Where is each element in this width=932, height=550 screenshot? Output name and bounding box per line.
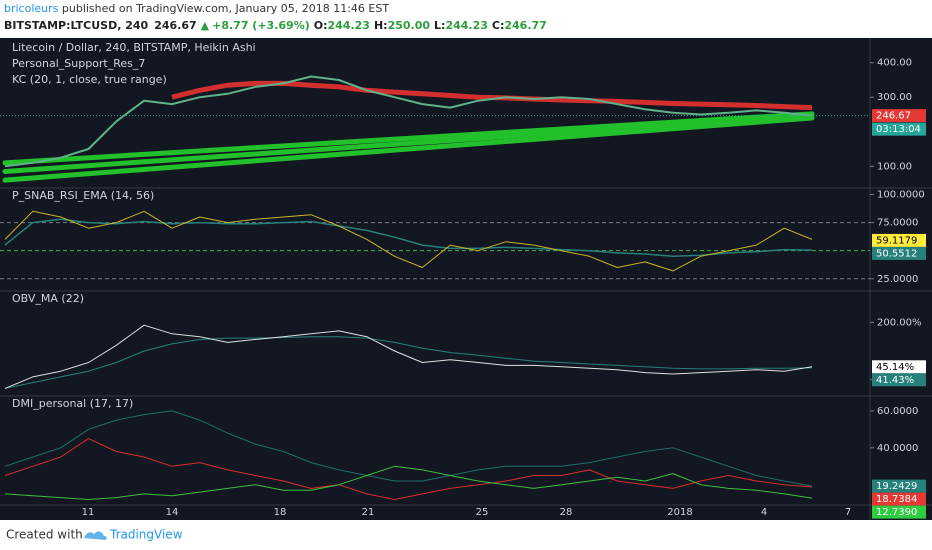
last: 246.67 (154, 19, 196, 32)
symbol: BITSTAMP:LTCUSD, 240 (4, 19, 149, 32)
pane-legend: Litecoin / Dollar, 240, BITSTAMP, Heikin… (12, 41, 256, 54)
series-line (4, 336, 813, 389)
y-tick-label: 60.0000 (877, 406, 918, 417)
y-tick-label: 25.0000 (877, 274, 918, 285)
price-tag-label: 19.2429 (876, 481, 917, 492)
price-tag (872, 505, 926, 519)
price-tag-label: 59.1179 (876, 235, 917, 246)
h-label: H: (374, 19, 388, 32)
series-line (4, 438, 813, 500)
series-line (4, 75, 813, 168)
l-label: L: (434, 19, 445, 32)
o-label: O: (314, 19, 328, 32)
y-tick-label: 100.00 (877, 161, 912, 172)
price-tag (872, 479, 926, 493)
price-tag-label: 12.7390 (876, 507, 917, 518)
y-tick-label: 300.00 (877, 92, 912, 103)
y-tick-label: 40.0000 (877, 443, 918, 454)
c-label: C: (492, 19, 504, 32)
y-tick-label: 75.0000 (877, 218, 918, 229)
trend-line (2, 115, 815, 183)
footer-bar (0, 520, 932, 550)
publish-line: bricoleurs published on TradingView.com,… (4, 2, 389, 15)
trend-line (2, 112, 815, 174)
arrow: ▲ (201, 19, 210, 32)
x-tick-label: 18 (274, 507, 287, 518)
countdown-tag (872, 122, 926, 136)
x-tick-label: 7 (845, 507, 851, 518)
x-tick-label: 4 (761, 507, 767, 518)
series-line (4, 210, 813, 272)
pane-legend: DMI_personal (17, 17) (12, 397, 133, 410)
pane-legend: Personal_Support_Res_7 (12, 57, 145, 70)
y-tick-label: 400.00 (877, 58, 912, 69)
symbol-line: BITSTAMP:LTCUSD, 240 246.67 ▲ +8.77 (+3.69%… (4, 19, 547, 32)
pane-legend: P_SNAB_RSI_EMA (14, 56) (12, 189, 154, 202)
series-line (4, 324, 813, 389)
series-line (4, 410, 813, 487)
x-tick-label: 2018 (667, 507, 692, 518)
footer-created: Created with (6, 528, 83, 542)
l: 244.23 (445, 19, 487, 32)
price-tag (872, 373, 926, 387)
published: published on TradingView.com, January 05… (58, 2, 389, 15)
c: 246.77 (504, 19, 546, 32)
price-tag-label: 41.43% (876, 375, 914, 386)
series-line (4, 218, 813, 258)
price-tag (872, 492, 926, 506)
x-tick-label: 21 (362, 507, 375, 518)
price-tag-label: 18.7384 (876, 494, 917, 505)
y-tick-label: 200.00% (877, 317, 922, 328)
y-tick-label: 100.0000 (877, 189, 925, 200)
x-tick-label: 11 (82, 507, 95, 518)
price-tag (872, 109, 926, 123)
x-tick-label: 14 (166, 507, 179, 518)
price-tag (872, 360, 926, 374)
pane-legend: KC (20, 1, close, true range) (12, 73, 167, 86)
series-line (4, 465, 813, 500)
price-tag-label: 50.5512 (876, 248, 917, 259)
price-tag-label: 246.67 (876, 111, 911, 122)
o: 244.23 (328, 19, 370, 32)
trend-line (2, 111, 815, 166)
countdown-label: 03:13:04 (876, 124, 921, 135)
price-tag (872, 233, 926, 247)
author[interactable]: bricoleurs (4, 2, 59, 15)
h: 250.00 (388, 19, 431, 32)
x-tick-label: 28 (560, 507, 573, 518)
pane-legend: OBV_MA (22) (12, 292, 84, 305)
brand-logo (84, 531, 107, 540)
footer-brand[interactable]: TradingView (109, 528, 183, 542)
price-tag (872, 246, 926, 260)
x-tick-label: 25 (476, 507, 489, 518)
price-tag-label: 45.14% (876, 362, 914, 373)
change: +8.77 (+3.69%) (212, 19, 310, 32)
